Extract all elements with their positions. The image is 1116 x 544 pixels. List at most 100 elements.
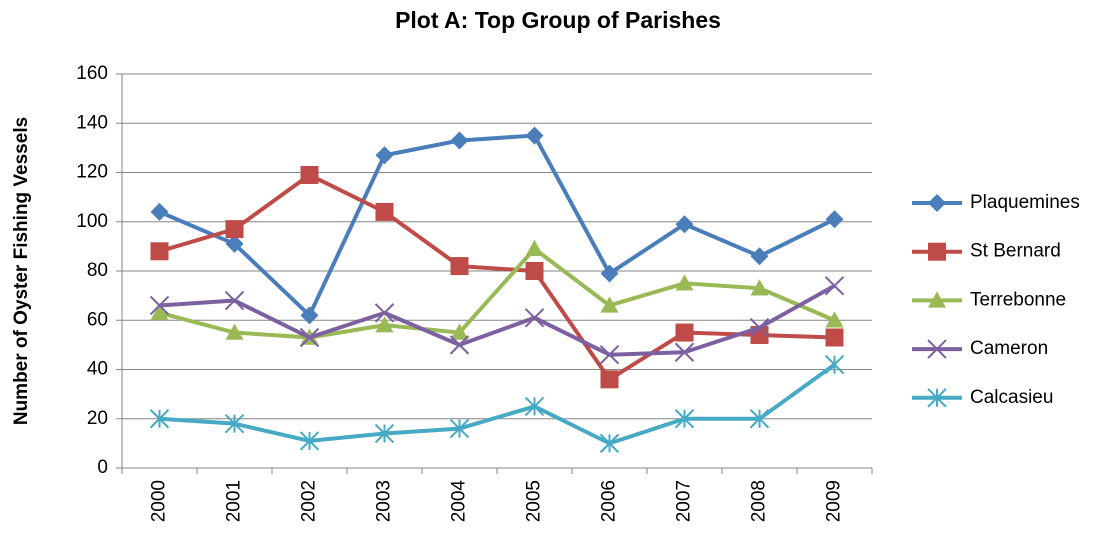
marker xyxy=(225,323,244,340)
marker-shape xyxy=(375,202,394,221)
legend-label: St Bernard xyxy=(970,241,1061,262)
x-tick-label: 2001 xyxy=(224,480,245,522)
marker xyxy=(150,303,169,321)
marker xyxy=(374,423,395,444)
marker-shape xyxy=(375,146,394,165)
marker xyxy=(749,317,770,338)
marker xyxy=(824,276,845,296)
marker-shape xyxy=(150,303,169,321)
marker-shape xyxy=(928,242,946,261)
marker-shape xyxy=(449,335,470,355)
marker xyxy=(524,396,545,417)
marker-shape xyxy=(224,290,245,311)
marker-shape xyxy=(525,239,544,257)
y-tick-label: 140 xyxy=(76,112,108,133)
marker-shape xyxy=(750,279,769,296)
marker xyxy=(927,339,947,359)
marker-shape xyxy=(825,210,844,229)
marker-shape xyxy=(300,165,319,184)
y-tick-label: 60 xyxy=(87,309,108,330)
marker xyxy=(449,335,470,355)
marker-shape xyxy=(149,295,170,316)
y-tick-label: 40 xyxy=(87,359,108,380)
marker-shape xyxy=(825,328,844,347)
marker xyxy=(524,308,545,328)
marker xyxy=(674,342,695,362)
x-tick-label: 2008 xyxy=(749,480,770,522)
legend-label: Plaquemines xyxy=(970,192,1080,213)
marker xyxy=(150,242,169,261)
marker xyxy=(449,418,470,439)
marker xyxy=(525,262,544,280)
marker xyxy=(525,126,544,145)
marker xyxy=(928,194,946,212)
marker xyxy=(300,306,319,325)
chart-title: Plot A: Top Group of Parishes xyxy=(395,7,721,33)
x-tick-label: 2003 xyxy=(374,480,395,522)
marker xyxy=(599,345,620,365)
marker xyxy=(825,328,844,347)
marker xyxy=(450,131,469,150)
marker xyxy=(675,323,694,342)
marker-shape xyxy=(599,345,620,365)
y-tick-label: 0 xyxy=(97,457,108,478)
marker-shape xyxy=(450,131,469,150)
marker xyxy=(750,279,769,296)
marker xyxy=(675,274,694,291)
marker-shape xyxy=(450,257,469,276)
marker-shape xyxy=(225,220,244,239)
marker-shape xyxy=(600,370,619,389)
marker-shape xyxy=(928,291,946,308)
marker-shape xyxy=(375,316,394,333)
marker-shape xyxy=(150,202,169,221)
y-tick-label: 20 xyxy=(87,408,108,429)
marker xyxy=(225,234,244,253)
marker xyxy=(450,257,469,276)
marker xyxy=(600,296,619,313)
marker xyxy=(375,316,394,333)
marker-shape xyxy=(524,308,545,328)
y-tick-label: 80 xyxy=(87,260,108,281)
y-tick-label: 100 xyxy=(76,211,108,232)
legend-label: Cameron xyxy=(970,338,1048,359)
marker xyxy=(525,239,544,257)
series-line xyxy=(158,172,835,382)
series-line xyxy=(158,133,836,318)
marker xyxy=(450,323,469,340)
marker xyxy=(375,146,394,165)
series-line xyxy=(158,246,836,340)
y-tick-label: 120 xyxy=(76,162,108,183)
marker-shape xyxy=(750,247,769,266)
series-line xyxy=(159,284,836,357)
x-tick-label: 2006 xyxy=(599,480,620,522)
marker-shape xyxy=(225,323,244,340)
marker-shape xyxy=(927,339,947,359)
x-tick-label: 2002 xyxy=(299,480,320,522)
marker xyxy=(927,388,947,408)
marker xyxy=(749,409,770,429)
marker xyxy=(674,409,695,429)
x-tick-label: 2000 xyxy=(149,480,170,522)
marker xyxy=(149,409,170,429)
marker xyxy=(599,433,620,454)
marker-shape xyxy=(749,317,770,338)
y-tick-label: 160 xyxy=(76,63,108,84)
marker xyxy=(224,290,245,311)
marker-shape xyxy=(675,323,694,342)
x-tick-label: 2005 xyxy=(524,480,545,522)
marker-shape xyxy=(824,276,845,296)
marker-shape xyxy=(675,215,694,234)
marker xyxy=(675,215,694,234)
x-tick-label: 2004 xyxy=(449,480,470,523)
marker xyxy=(225,220,244,239)
marker xyxy=(374,303,395,323)
marker-shape xyxy=(674,342,695,362)
marker-shape xyxy=(525,126,544,145)
y-axis-title: Number of Oyster Fishing Vessels xyxy=(11,117,32,425)
series-line xyxy=(159,362,836,446)
marker-shape xyxy=(675,274,694,291)
marker xyxy=(375,202,394,221)
marker xyxy=(150,202,169,221)
marker-shape xyxy=(300,306,319,325)
